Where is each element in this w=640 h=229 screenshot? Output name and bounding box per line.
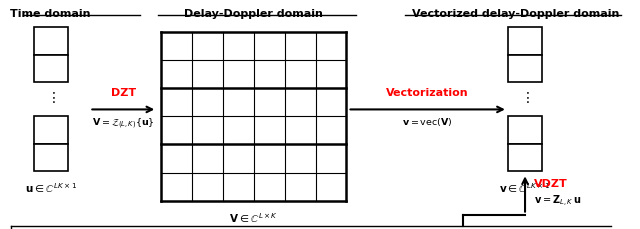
Text: $\mathbf{V} = \mathcal{Z}_{(L,K)}\{\mathbf{u}\}$: $\mathbf{V} = \mathcal{Z}_{(L,K)}\{\math… [92, 116, 155, 130]
Text: DZT: DZT [111, 87, 136, 97]
Text: $\mathbf{v} = \mathbf{Z}_{L,K}\,\mathbf{u}$: $\mathbf{v} = \mathbf{Z}_{L,K}\,\mathbf{… [534, 193, 582, 208]
Bar [34, 55, 67, 83]
Bar [34, 117, 67, 144]
Bar [508, 55, 542, 83]
Text: $\vdots$: $\vdots$ [45, 90, 56, 104]
Bar [508, 144, 542, 171]
Bar [508, 117, 542, 144]
Bar [34, 28, 67, 55]
Bar [508, 28, 542, 55]
Text: $\mathbf{V} \in \mathbb{C}^{L\times K}$: $\mathbf{V} \in \mathbb{C}^{L\times K}$ [229, 210, 278, 224]
Text: VDZT: VDZT [534, 179, 568, 188]
Text: Time domain: Time domain [10, 9, 91, 19]
Text: Vectorized delay-Doppler domain: Vectorized delay-Doppler domain [412, 9, 620, 19]
Text: $\mathbf{v} = \mathrm{vec}(\mathbf{V})$: $\mathbf{v} = \mathrm{vec}(\mathbf{V})$ [403, 116, 453, 128]
Text: $\vdots$: $\vdots$ [520, 90, 530, 104]
Text: $\mathbf{u} \in \mathbb{C}^{LK\times 1}$: $\mathbf{u} \in \mathbb{C}^{LK\times 1}$ [24, 180, 77, 194]
Text: Vectorization: Vectorization [387, 87, 469, 97]
Text: Delay-Doppler domain: Delay-Doppler domain [184, 9, 323, 19]
Text: $\mathbf{v} \in \mathbb{C}^{LK\times 1}$: $\mathbf{v} \in \mathbb{C}^{LK\times 1}$ [499, 180, 551, 194]
Bar [34, 144, 67, 171]
